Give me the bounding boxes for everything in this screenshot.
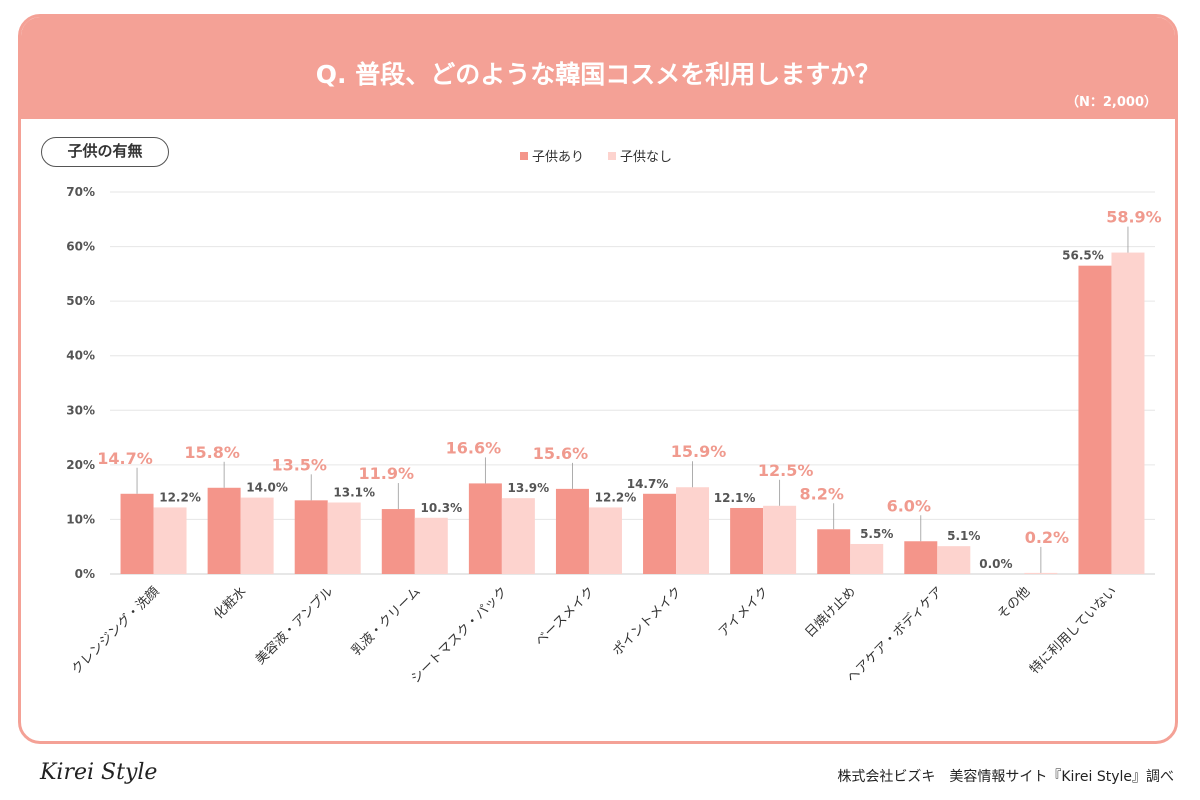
header-bar: Q. 普段、どのような韓国コスメを利用しますか？ （N：2,000）: [21, 17, 1175, 119]
legend-label: 子供なし: [620, 150, 672, 165]
kirei-style-logo: Kirei Style: [40, 760, 158, 785]
sample-size: （N：2,000）: [1065, 95, 1157, 110]
bar-with-children: [555, 488, 589, 574]
x-tick-label: ベースメイク: [533, 584, 598, 649]
bar-with-children: [643, 493, 677, 574]
data-label-highlight: 12.5%: [758, 461, 814, 480]
data-label-highlight: 0.2%: [1025, 528, 1069, 547]
x-tick-label: 乳液・クリーム: [349, 584, 424, 659]
bar-with-children: [120, 493, 154, 574]
bar-no-children: [850, 543, 884, 574]
x-tick-label: 日焼け止め: [802, 584, 859, 641]
bar-no-children: [676, 487, 710, 574]
data-label: 12.1%: [714, 491, 756, 505]
data-label-highlight: 15.9%: [671, 442, 727, 461]
bar-no-children: [588, 507, 622, 574]
bar-with-children: [207, 487, 241, 574]
x-tick-label: 特に利用していない: [1027, 584, 1120, 677]
bar-no-children: [327, 502, 361, 574]
legend-label: 子供あり: [532, 150, 584, 165]
y-tick-label: 40%: [66, 349, 95, 363]
y-tick-label: 10%: [66, 512, 95, 526]
data-label: 5.5%: [860, 527, 893, 541]
data-label-highlight: 11.9%: [359, 464, 415, 483]
data-label: 13.1%: [333, 486, 375, 500]
x-tick-label: ポイントメイク: [610, 584, 685, 659]
x-tick-label: 美容液・アンプル: [252, 584, 336, 668]
bar-with-children: [381, 509, 415, 574]
chart-title: Q. 普段、どのような韓国コスメを利用しますか？: [315, 60, 881, 89]
data-label: 5.1%: [947, 529, 980, 543]
chart-card: Q. 普段、どのような韓国コスメを利用しますか？ （N：2,000） 子供の有無: [18, 14, 1178, 744]
x-tick-label: シートマスク・パック: [408, 584, 510, 686]
bar-with-children: [730, 507, 764, 574]
bar-with-children: [817, 529, 851, 574]
data-label-highlight: 14.7%: [97, 449, 153, 468]
data-label-highlight: 6.0%: [887, 496, 931, 515]
bar-with-children: [904, 541, 938, 574]
y-tick-label: 0%: [75, 567, 95, 581]
data-label-highlight: 13.5%: [271, 455, 327, 474]
bar-no-children: [1024, 572, 1058, 574]
x-tick-label: その他: [995, 584, 1033, 622]
legend-swatch: [608, 152, 616, 160]
filter-label: 子供の有無: [41, 137, 169, 167]
data-label-highlight: 8.2%: [800, 484, 844, 503]
bar-no-children: [937, 546, 971, 574]
legend-swatch: [520, 152, 528, 160]
x-tick-label: ヘアケア・ボディケア: [844, 584, 947, 687]
data-label: 12.2%: [159, 490, 201, 504]
data-label: 12.2%: [595, 490, 637, 504]
data-label-highlight: 16.6%: [446, 438, 502, 457]
data-label: 14.7%: [627, 477, 669, 491]
y-tick-label: 70%: [66, 185, 95, 199]
bar-with-children: [294, 500, 328, 574]
bar-with-children: [1078, 265, 1112, 574]
bar-no-children: [1111, 252, 1145, 574]
data-label: 56.5%: [1062, 249, 1104, 263]
bar-no-children: [153, 507, 187, 574]
x-tick-label: クレンジング・洗顔: [69, 584, 162, 677]
data-label-highlight: 15.8%: [184, 443, 240, 462]
x-tick-label: 化粧水: [211, 584, 249, 622]
data-label: 14.0%: [246, 481, 288, 495]
bar-no-children: [763, 505, 797, 574]
x-tick-label: アイメイク: [716, 584, 772, 640]
bar-no-children: [414, 517, 448, 574]
y-tick-label: 30%: [66, 403, 95, 417]
data-label: 13.9%: [508, 481, 550, 495]
bar-no-children: [501, 498, 535, 574]
data-label: 0.0%: [979, 557, 1012, 571]
data-label-highlight: 15.6%: [533, 444, 589, 463]
bar-no-children: [240, 497, 274, 574]
y-tick-label: 20%: [66, 458, 95, 472]
y-tick-label: 50%: [66, 294, 95, 308]
y-tick-label: 60%: [66, 240, 95, 254]
source-note: 株式会社ビズキ 美容情報サイト『Kirei Style』調べ: [837, 769, 1174, 785]
data-label: 10.3%: [420, 501, 462, 515]
data-label-highlight: 58.9%: [1106, 208, 1162, 227]
bar-with-children: [468, 483, 502, 574]
